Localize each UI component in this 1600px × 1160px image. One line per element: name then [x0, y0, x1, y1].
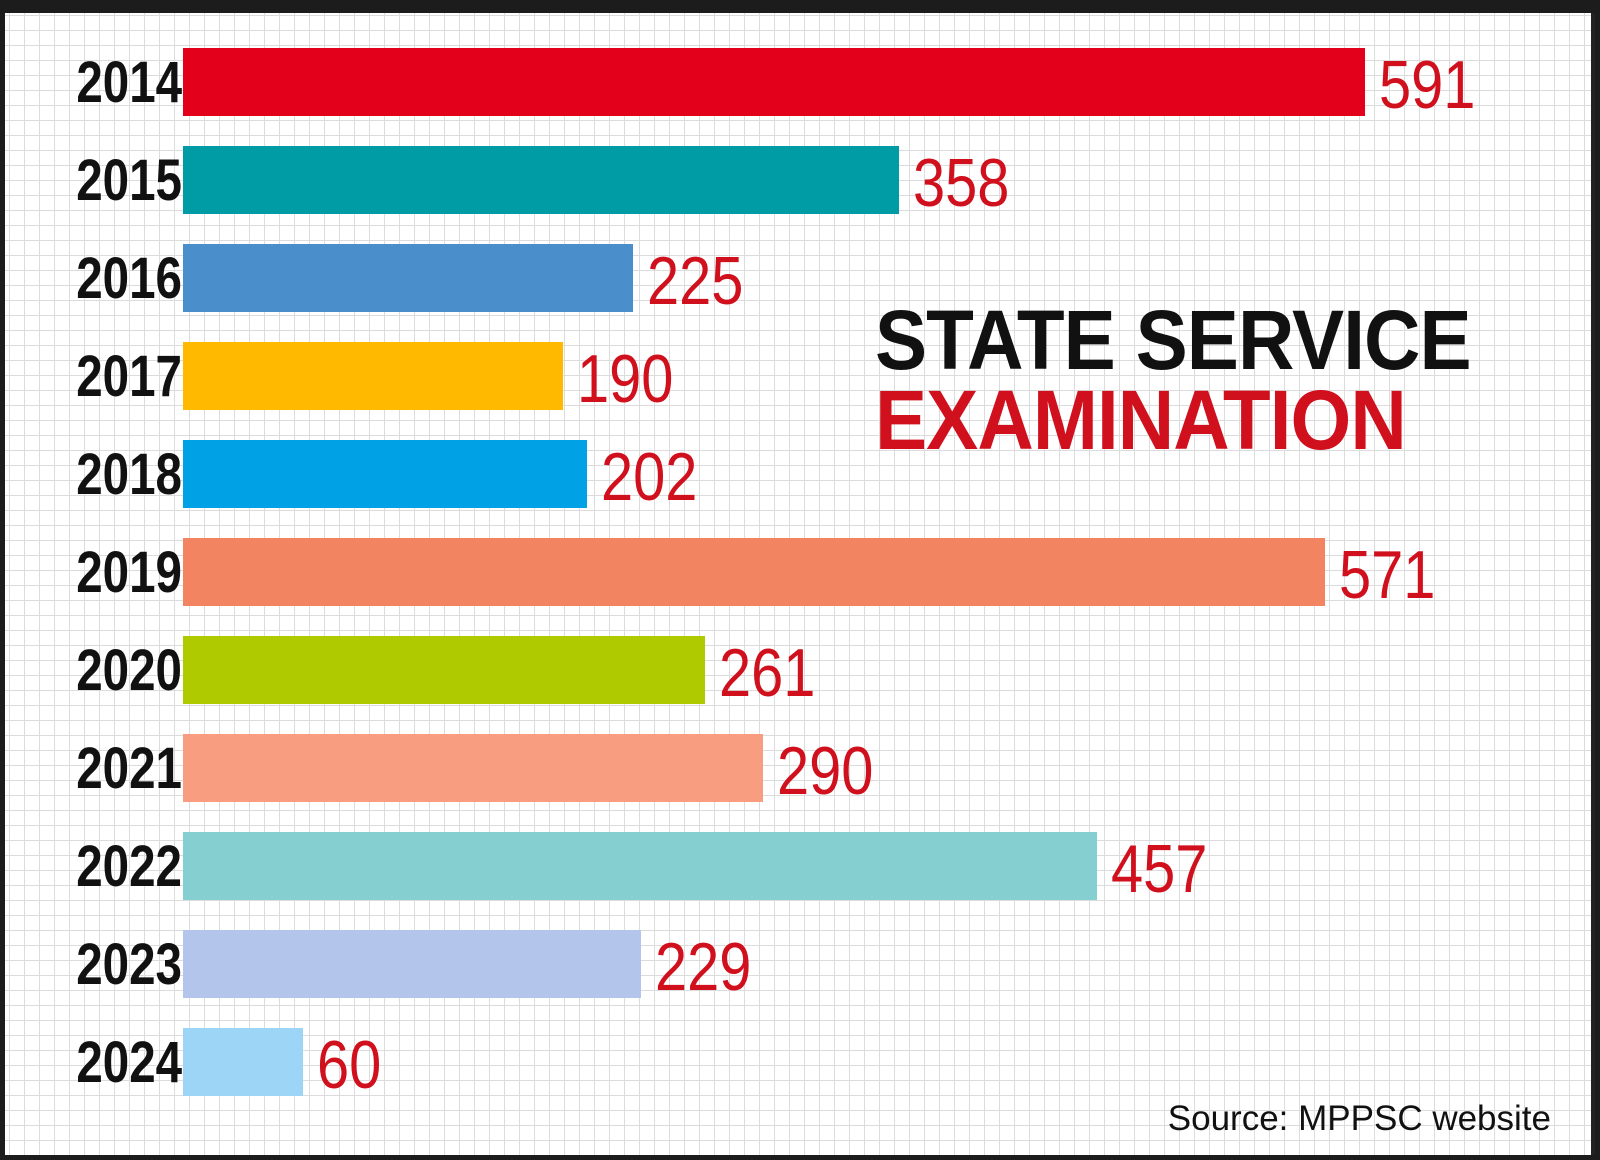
value-label: 225 [647, 244, 743, 319]
value-label: 190 [577, 342, 673, 417]
bar-chart: 2014 591 2015 358 2016 225 2017 190 2018 202 2019 5… [76, 48, 1475, 1103]
bar [183, 244, 633, 312]
year-label: 2021 [76, 737, 182, 802]
bar [183, 146, 899, 214]
year-label: 2019 [76, 541, 182, 606]
bar [183, 734, 763, 802]
bar [183, 1028, 303, 1096]
value-label: 229 [655, 930, 751, 1005]
value-label: 358 [913, 146, 1009, 221]
year-label: 2024 [76, 1031, 182, 1096]
value-label: 591 [1379, 48, 1475, 123]
value-label: 202 [601, 440, 697, 515]
bar [183, 538, 1325, 606]
bar [183, 48, 1365, 116]
year-label: 2022 [76, 835, 182, 900]
chart-title: STATE SERVICE EXAMINATION [875, 293, 1515, 467]
title-line-1: STATE SERVICE [875, 293, 1472, 387]
chart-frame: 2014 591 2015 358 2016 225 2017 190 2018 202 2019 5… [5, 13, 1595, 1155]
title-line-2: EXAMINATION [875, 372, 1407, 467]
value-label: 261 [719, 636, 815, 711]
year-label: 2017 [76, 345, 182, 410]
bar [183, 636, 705, 704]
bar [183, 342, 563, 410]
year-label: 2016 [76, 247, 182, 312]
value-label: 60 [317, 1028, 381, 1103]
bar [183, 440, 587, 508]
value-label: 290 [777, 734, 873, 809]
bar [183, 832, 1097, 900]
value-label: 571 [1339, 538, 1435, 613]
year-label: 2015 [76, 149, 182, 214]
bar [183, 930, 641, 998]
source-note: Source: MPPSC website [1167, 1099, 1551, 1138]
year-label: 2014 [76, 51, 182, 116]
year-label: 2020 [76, 639, 182, 704]
year-label: 2018 [76, 443, 182, 508]
year-label: 2023 [76, 933, 182, 998]
value-label: 457 [1111, 832, 1207, 907]
